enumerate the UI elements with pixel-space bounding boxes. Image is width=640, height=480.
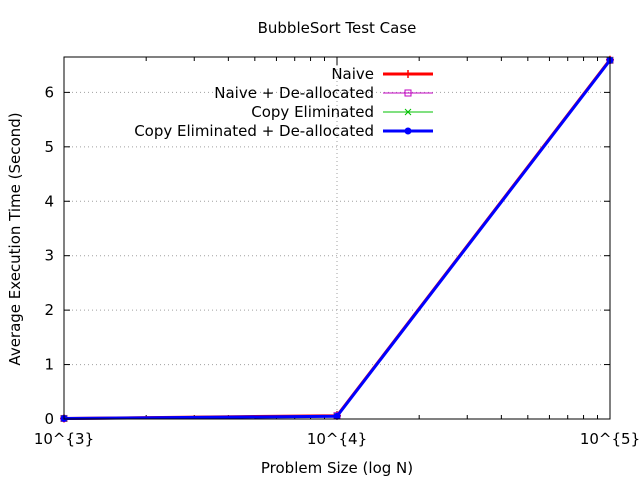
x-tick-label: 10^{3} (34, 430, 94, 448)
legend-item: Naive + De-allocated (214, 84, 433, 102)
legend-label: Copy Eliminated + De-allocated (134, 122, 374, 140)
y-tick-label: 6 (44, 83, 54, 101)
series-lines (60, 55, 614, 423)
y-tick-label: 2 (44, 301, 54, 319)
y-tick-label: 5 (44, 138, 54, 156)
y-tick-label: 0 (44, 410, 54, 428)
y-tick-label: 3 (44, 247, 54, 265)
y-tick-label: 1 (44, 356, 54, 374)
legend-marker (404, 108, 412, 116)
legend-marker (404, 70, 412, 78)
plot-frame (63, 56, 611, 420)
x-axis-label: Problem Size (log N) (261, 459, 413, 477)
legend-marker (404, 89, 412, 97)
x-tick-label: 10^{4} (307, 430, 367, 448)
x-tick-label: 10^{5} (580, 430, 640, 448)
legend-marker (404, 127, 412, 135)
y-tick-label: 4 (44, 192, 54, 210)
chart-title: BubbleSort Test Case (258, 19, 417, 37)
y-axis-label: Average Execution Time (Second) (6, 112, 24, 365)
grid (64, 57, 610, 419)
legend-item: Copy Eliminated + De-allocated (134, 122, 433, 140)
legend-label: Naive (331, 65, 374, 83)
legend-label: Naive + De-allocated (214, 84, 374, 102)
legend-item: Copy Eliminated (251, 103, 433, 121)
data-point (333, 412, 341, 420)
legend-label: Copy Eliminated (251, 103, 374, 121)
legend-item: Naive (331, 65, 433, 83)
